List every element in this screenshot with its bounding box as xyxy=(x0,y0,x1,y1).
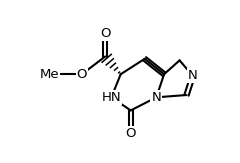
Text: O: O xyxy=(100,27,110,40)
Text: HN: HN xyxy=(102,91,121,104)
Text: Me: Me xyxy=(40,68,59,81)
Text: N: N xyxy=(188,69,198,82)
Text: N: N xyxy=(151,91,161,104)
Text: O: O xyxy=(126,127,136,140)
Text: O: O xyxy=(77,68,87,81)
